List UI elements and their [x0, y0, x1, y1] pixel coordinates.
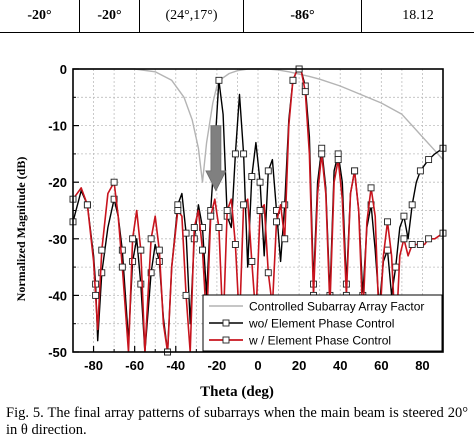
x-tick-label: 40	[333, 358, 347, 373]
x-tick-label: 80	[415, 358, 429, 373]
legend-label-3: w / Element Phase Control	[248, 334, 391, 348]
series-2-marker	[425, 156, 433, 164]
table-cell-3: (24°,17°)	[140, 0, 244, 32]
legend: Controlled Subarray Array Factor wo/ Elem…	[202, 294, 443, 352]
y-axis-label: Normalized Magnitude (dB)	[14, 157, 28, 302]
array-pattern-chart: -80 -60 -40 -20 0 20 40 60 80 0 -10 -20 -30 -40 -50 Co…	[14, 62, 447, 400]
table-cell-4: -86°	[244, 0, 362, 32]
series-2-marker	[174, 201, 182, 209]
series-2-marker	[416, 167, 424, 175]
series-3-marker	[367, 184, 375, 192]
table-bottom-rule	[0, 32, 474, 33]
series-2-marker	[256, 178, 264, 186]
series-2-marker	[264, 167, 272, 175]
series-3-marker	[155, 246, 163, 254]
series-3-marker	[408, 241, 416, 248]
series-3-marker	[129, 235, 137, 243]
series-2-marker	[137, 280, 145, 288]
series-3-marker	[240, 201, 248, 209]
y-tick-label: -10	[48, 119, 67, 134]
series-3-marker	[425, 235, 433, 243]
x-axis-label: Theta (deg)	[200, 384, 274, 400]
series-3-marker	[334, 156, 342, 164]
series-2-marker	[215, 76, 223, 84]
series-3-marker	[301, 88, 309, 96]
series-line-3	[73, 68, 443, 352]
y-tick-label: -30	[48, 232, 67, 247]
series-3-marker	[281, 235, 289, 243]
series-2-marker	[400, 212, 408, 220]
series-2-marker	[240, 150, 248, 158]
series-line-1	[73, 68, 443, 183]
series-2-marker	[98, 269, 106, 277]
series-2-marker	[118, 246, 126, 254]
y-tick-label: -20	[48, 175, 67, 190]
series-3-marker	[248, 257, 256, 265]
series-3-marker	[273, 218, 280, 226]
series-3-marker	[289, 76, 297, 84]
series-3-marker	[199, 246, 206, 254]
series-3-marker	[147, 235, 155, 243]
series-3-marker	[351, 167, 359, 175]
down-arrow-annotation	[205, 125, 227, 192]
figure-caption: Fig. 5. The final array patterns of suba…	[6, 405, 468, 438]
series-2-marker	[182, 229, 190, 237]
series-3-marker	[92, 291, 100, 299]
series-3-marker	[231, 241, 239, 248]
series-3-marker	[318, 150, 326, 158]
annotation-layer	[205, 125, 227, 192]
series-2-marker	[110, 195, 118, 203]
series-3-marker	[83, 201, 91, 209]
x-tick-label: -20	[207, 358, 226, 373]
series-3-marker	[174, 207, 182, 214]
series-3-marker	[137, 246, 145, 254]
series-3-marker	[400, 235, 408, 243]
axes: -80 -60 -40 -20 0 20 40 60 80 0 -10 -20 -30 -40 -50	[48, 62, 444, 373]
series-3-marker	[98, 246, 106, 254]
series-3-marker	[264, 269, 272, 277]
legend-label-1: Controlled Subarray Array Factor	[249, 300, 424, 314]
series-2-marker	[147, 269, 155, 277]
y-tick-label: -40	[48, 288, 67, 303]
series-2-marker	[231, 150, 239, 158]
series-2-marker	[408, 201, 416, 209]
series-3-marker	[384, 218, 391, 226]
series-2-marker	[318, 144, 326, 152]
series-3-marker	[118, 263, 126, 271]
x-tick-label: -60	[125, 358, 144, 373]
y-tick-label: 0	[60, 62, 67, 77]
series-2-marker	[248, 173, 256, 180]
x-tick-label: 0	[254, 358, 261, 373]
grid	[72, 68, 444, 353]
table-cell-2: -20°	[80, 0, 140, 32]
series-3-marker	[182, 291, 190, 299]
x-tick-label: -40	[166, 358, 185, 373]
table-cell-1: -20°	[0, 0, 80, 32]
series-3-marker	[416, 241, 424, 248]
series-2-marker	[281, 201, 289, 209]
series-2-marker	[384, 246, 391, 254]
table-row-strip: -20° -20° (24°,17°) -86° 18.12	[0, 0, 474, 34]
series-3-marker	[190, 224, 198, 231]
series-2-marker	[392, 263, 400, 271]
series-2-marker	[334, 150, 342, 158]
legend-marker-3	[222, 336, 230, 344]
series-3-marker	[223, 207, 231, 214]
x-tick-label: 60	[374, 358, 388, 373]
x-tick-label: -80	[84, 358, 103, 373]
series-3-marker	[215, 224, 223, 231]
series-3-marker	[256, 207, 264, 214]
table-cell-5: 18.12	[402, 8, 434, 23]
legend-marker-2	[222, 319, 230, 327]
x-tick-label: 20	[292, 358, 306, 373]
series-3-marker	[207, 212, 215, 220]
series-3-marker	[110, 178, 118, 186]
legend-label-2: wo/ Element Phase Control	[248, 317, 394, 331]
y-tick-label: -50	[48, 345, 67, 360]
